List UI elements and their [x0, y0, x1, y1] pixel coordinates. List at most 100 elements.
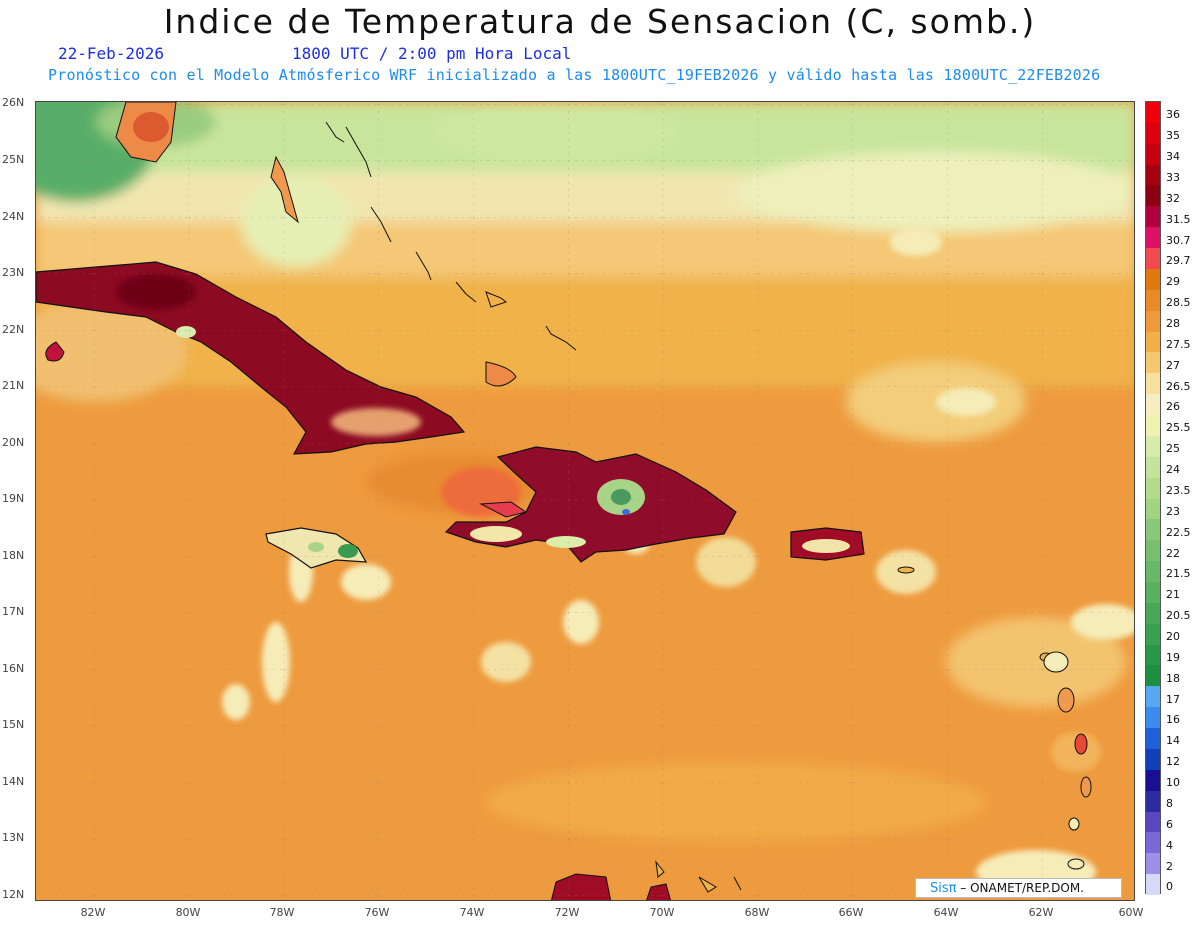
colorbar-swatch — [1146, 289, 1160, 312]
map-canvas — [36, 102, 1134, 900]
colorbar-level-label: 20.5 — [1166, 609, 1191, 623]
colorbar-swatch — [1146, 874, 1160, 896]
colorbar-swatch — [1146, 185, 1160, 207]
lon-label: 80W — [175, 906, 201, 919]
lon-label: 78W — [269, 906, 295, 919]
lat-label: 15N — [2, 718, 25, 731]
colorbar-level-label: 2 — [1166, 859, 1173, 873]
colorbar-level-label: 33 — [1166, 170, 1180, 184]
colorbar-level-label: 20 — [1166, 630, 1180, 643]
colorbar-level-label: 22 — [1166, 546, 1180, 560]
colorbar-swatch — [1146, 248, 1160, 270]
colorbar-level-label: 27.5 — [1166, 337, 1191, 351]
colorbar-swatch — [1146, 122, 1160, 145]
colorbar-swatch — [1146, 561, 1160, 583]
lon-label: 60W — [1118, 906, 1144, 919]
colorbar-level-label: 34 — [1166, 150, 1180, 164]
colorbar-swatch — [1146, 373, 1160, 395]
colorbar-level-label: 28.5 — [1166, 296, 1191, 310]
colorbar-swatch — [1146, 164, 1160, 186]
colorbar-swatch — [1146, 435, 1160, 458]
colorbar-level-label: 26 — [1166, 400, 1180, 414]
model-subtitle: Pronóstico con el Modelo Atmósferico WRF… — [48, 66, 1101, 84]
colorbar-level-label: 28 — [1166, 316, 1180, 330]
lat-label: 14N — [2, 775, 25, 788]
lat-label: 22N — [2, 323, 25, 336]
colorbar-level-label: 6 — [1166, 817, 1173, 831]
colorbar-level-label: 0 — [1166, 880, 1173, 894]
colorbar-level-label: 30.7 — [1166, 233, 1191, 247]
colorbar-level-label: 35 — [1166, 129, 1180, 143]
colorbar-swatch — [1146, 519, 1160, 541]
colorbar-swatch — [1146, 686, 1160, 708]
colorbar-level-label: 8 — [1166, 796, 1173, 810]
lon-label: 76W — [364, 906, 390, 919]
colorbar-level-label: 16 — [1166, 713, 1180, 727]
colorbar-level-label: 21 — [1166, 588, 1180, 602]
colorbar-level-label: 25 — [1166, 442, 1180, 456]
colorbar-swatch — [1146, 581, 1160, 604]
lon-label: 68W — [744, 906, 770, 919]
sispi-logo-text: Sisπ — [930, 881, 957, 896]
lon-label: 82W — [80, 906, 106, 919]
colorbar-swatch — [1146, 644, 1160, 666]
colorbar-swatch — [1146, 268, 1160, 291]
lat-label: 13N — [2, 831, 25, 844]
lat-label: 24N — [2, 210, 25, 223]
lat-label: 21N — [2, 379, 25, 392]
colorbar-swatch — [1146, 352, 1160, 374]
lat-label: 16N — [2, 662, 25, 675]
colorbar-swatch — [1146, 227, 1160, 249]
heat-index-map — [35, 101, 1135, 901]
colorbar-swatch — [1146, 143, 1160, 166]
colorbar-level-label: 21.5 — [1166, 567, 1191, 581]
lon-label: 62W — [1028, 906, 1054, 919]
lon-label: 64W — [933, 906, 959, 919]
colorbar-level-label: 14 — [1166, 734, 1180, 748]
lon-label: 72W — [554, 906, 580, 919]
colorbar-level-label: 27 — [1166, 358, 1180, 372]
colorbar-swatch — [1146, 707, 1160, 729]
colorbar-swatch — [1146, 331, 1160, 353]
colorbar-swatch — [1146, 728, 1160, 750]
colorbar-level-label: 29 — [1166, 275, 1180, 289]
map-title: Indice de Temperatura de Sensacion (C, s… — [163, 2, 1037, 41]
colorbar-swatch — [1146, 811, 1160, 833]
colorbar-level-label: 25.5 — [1166, 421, 1191, 435]
colorbar-level-label: 26.5 — [1166, 379, 1191, 393]
colorbar-level-label: 4 — [1166, 838, 1173, 852]
lat-label: 25N — [2, 153, 25, 166]
colorbar-swatch — [1146, 665, 1160, 687]
lat-label: 19N — [2, 492, 25, 505]
colorbar-level-label: 31.5 — [1166, 212, 1191, 226]
colorbar-swatch — [1146, 456, 1160, 479]
credit-box: Sisπ – ONAMET/REP.DOM. — [915, 878, 1122, 898]
colorbar-swatch — [1146, 623, 1160, 646]
colorbar-swatch — [1146, 206, 1160, 228]
colorbar-level-label: 12 — [1166, 755, 1180, 769]
colorbar-level-label: 29.7 — [1166, 254, 1191, 268]
colorbar-level-label: 18 — [1166, 671, 1180, 685]
colorbar-level-label: 19 — [1166, 650, 1180, 664]
colorbar-swatch — [1146, 415, 1160, 437]
colorbar-swatch — [1146, 769, 1160, 792]
colorbar-swatch — [1146, 394, 1160, 416]
lon-label: 74W — [459, 906, 485, 919]
graticule — [36, 102, 1134, 900]
lat-label: 17N — [2, 605, 25, 618]
colorbar-swatch — [1146, 748, 1160, 771]
colorbar-level-label: 17 — [1166, 692, 1180, 706]
colorbar-swatch — [1146, 477, 1160, 499]
colorbar-swatch — [1146, 540, 1160, 562]
valid-time: 1800 UTC / 2:00 pm Hora Local — [292, 44, 572, 63]
lon-label: 66W — [838, 906, 864, 919]
lon-label: 70W — [649, 906, 675, 919]
colorbar-swatch — [1146, 498, 1160, 520]
colorbar-swatch — [1146, 102, 1160, 124]
lat-label: 18N — [2, 549, 25, 562]
colorbar-swatch — [1146, 853, 1160, 875]
colorbar-level-label: 36 — [1166, 108, 1180, 122]
colorbar — [1145, 101, 1161, 896]
colorbar-swatch — [1146, 790, 1160, 813]
lat-label: 20N — [2, 436, 25, 449]
